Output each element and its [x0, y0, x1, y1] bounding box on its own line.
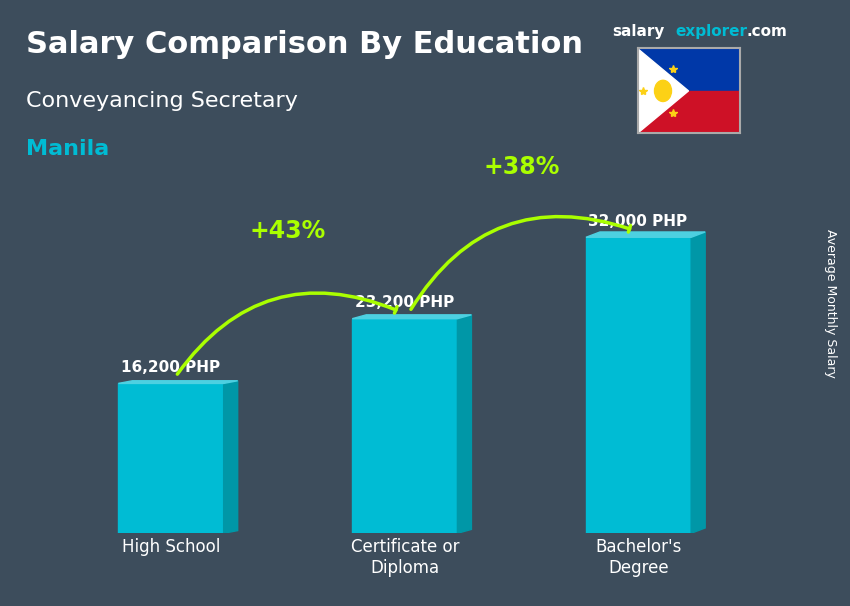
Text: Salary Comparison By Education: Salary Comparison By Education: [26, 30, 582, 59]
Text: 16,200 PHP: 16,200 PHP: [121, 359, 220, 375]
Text: 23,200 PHP: 23,200 PHP: [354, 295, 454, 310]
Polygon shape: [586, 232, 706, 238]
Circle shape: [654, 80, 672, 102]
Text: 32,000 PHP: 32,000 PHP: [588, 213, 688, 228]
Bar: [352, 319, 457, 533]
Polygon shape: [118, 381, 238, 384]
Polygon shape: [457, 315, 472, 533]
Polygon shape: [638, 48, 688, 133]
Text: +43%: +43%: [250, 219, 326, 243]
Polygon shape: [224, 381, 238, 533]
Bar: [586, 238, 691, 533]
Polygon shape: [352, 315, 472, 319]
Text: salary: salary: [612, 24, 665, 39]
Text: Conveyancing Secretary: Conveyancing Secretary: [26, 91, 297, 111]
Bar: [638, 91, 740, 133]
Text: .com: .com: [746, 24, 787, 39]
Bar: [118, 384, 224, 533]
Polygon shape: [691, 232, 706, 533]
Text: Manila: Manila: [26, 139, 109, 159]
Text: explorer: explorer: [676, 24, 748, 39]
Text: Average Monthly Salary: Average Monthly Salary: [824, 228, 837, 378]
Bar: [638, 48, 740, 91]
Text: +38%: +38%: [484, 155, 560, 179]
